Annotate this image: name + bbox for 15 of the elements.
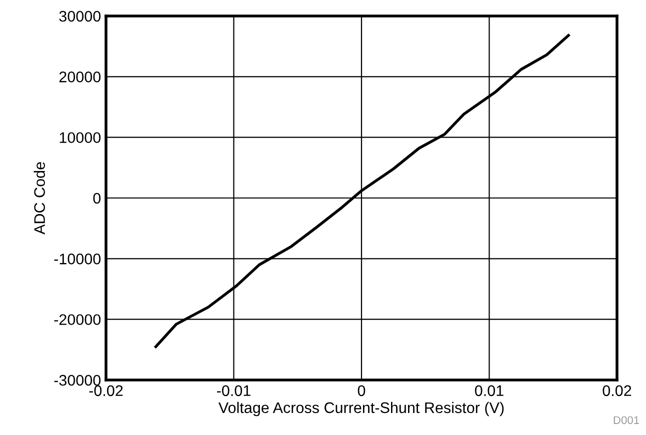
x-tick-label: -0.02 <box>89 385 123 396</box>
y-axis-title: ADC Code <box>34 162 45 234</box>
y-tick-label: 30000 <box>59 10 101 22</box>
y-tick-label: 10000 <box>60 132 101 144</box>
x-tick-label: 0.02 <box>602 385 632 396</box>
y-tick-label: 0 <box>93 192 101 204</box>
x-tick-label: 0 <box>358 385 366 396</box>
y-tick-label: -10000 <box>54 254 101 264</box>
x-axis-title: Voltage Across Current-Shunt Resistor (V) <box>218 402 504 416</box>
y-tick-label: 20000 <box>59 72 101 82</box>
y-tick-label: -20000 <box>54 314 101 326</box>
text: D001 <box>614 416 639 424</box>
y-tick-label: -30000 <box>54 374 101 386</box>
x-tick-label: -0.01 <box>217 385 250 396</box>
x-tick-label: 0.01 <box>474 385 504 396</box>
